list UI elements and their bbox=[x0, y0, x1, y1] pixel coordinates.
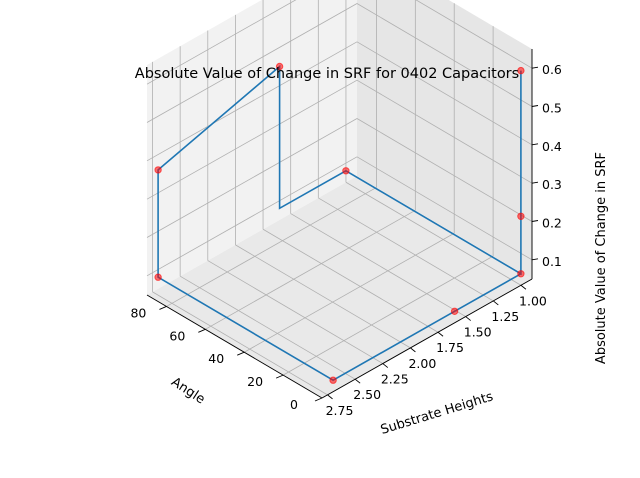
tick-mark-angle bbox=[314, 397, 323, 402]
tick-label-value: 0.6 bbox=[542, 62, 562, 77]
tick-label-height: 1.00 bbox=[519, 293, 547, 308]
tick-mark-height bbox=[465, 316, 471, 321]
grid-line-height bbox=[262, 228, 439, 333]
data-point bbox=[517, 270, 525, 278]
tick-label-height: 2.25 bbox=[381, 372, 409, 387]
grid-line-value bbox=[356, 118, 533, 222]
grid-line-height bbox=[290, 213, 466, 317]
grid-line-value bbox=[356, 79, 533, 184]
axis-label-angle: Angle bbox=[168, 375, 207, 408]
chart-axes bbox=[146, 49, 539, 402]
axis-angle bbox=[146, 294, 323, 399]
data-point bbox=[450, 307, 459, 315]
tick-mark-angle bbox=[237, 351, 245, 356]
grid-line-angle bbox=[244, 232, 455, 353]
grid-line-height bbox=[207, 260, 383, 364]
tick-label-value: 0.4 bbox=[542, 139, 562, 154]
grid-line-height bbox=[318, 197, 494, 302]
data-point bbox=[275, 62, 284, 71]
tick-label-value: 0.2 bbox=[542, 216, 562, 231]
grid-line-value bbox=[146, 156, 358, 277]
axis-height bbox=[321, 278, 533, 399]
chart-panes bbox=[147, 0, 532, 398]
tick-mark-height bbox=[493, 300, 499, 306]
tick-mark-angle bbox=[159, 306, 167, 310]
tick-mark-value bbox=[531, 181, 539, 184]
tick-label-height: 2.50 bbox=[353, 387, 381, 402]
chart-title: Absolute Value of Change in SRF for 0402… bbox=[135, 66, 519, 82]
tick-label-value: 0.1 bbox=[542, 254, 562, 269]
tick-label-height: 2.75 bbox=[326, 403, 354, 418]
grid-line-height bbox=[152, 291, 328, 396]
tick-mark-value bbox=[531, 220, 539, 222]
tick-label-height: 1.50 bbox=[464, 325, 492, 340]
tick-mark-angle bbox=[198, 328, 206, 333]
tick-label-value: 0.5 bbox=[542, 101, 562, 116]
tick-label-angle: 80 bbox=[130, 305, 146, 320]
series-points bbox=[154, 62, 525, 384]
tick-mark-height bbox=[437, 331, 444, 337]
tick-mark-value bbox=[531, 258, 539, 261]
grid-line-height bbox=[345, 181, 522, 286]
grid-line-value bbox=[146, 0, 297, 85]
grid-line-value bbox=[356, 41, 533, 146]
grid-line-value bbox=[146, 118, 358, 238]
tick-label-height: 1.25 bbox=[491, 309, 519, 324]
pane-back-height bbox=[357, 0, 532, 279]
tick-mark-height bbox=[354, 378, 361, 384]
axis-label-height: Substrate Heights bbox=[379, 389, 495, 438]
tick-mark-height bbox=[410, 347, 416, 353]
grid-line-value bbox=[146, 3, 358, 123]
grid-line-value bbox=[146, 41, 358, 162]
grid-line-angle bbox=[205, 209, 416, 330]
tick-mark-value bbox=[531, 66, 539, 69]
data-point bbox=[342, 167, 350, 175]
data-point bbox=[154, 166, 162, 174]
grid-line-height bbox=[179, 275, 356, 380]
pane-back-angle bbox=[147, 0, 357, 295]
grid-line-angle bbox=[166, 187, 377, 307]
grid-line-value bbox=[356, 156, 533, 261]
data-point bbox=[517, 66, 525, 75]
tick-label-angle: 20 bbox=[247, 374, 263, 389]
tick-mark-height bbox=[520, 284, 527, 290]
tick-label-angle: 60 bbox=[169, 328, 185, 343]
grid-line-value bbox=[146, 79, 358, 200]
tick-mark-value bbox=[531, 105, 539, 107]
axis-label-value: Absolute Value of Change in SRF bbox=[594, 152, 609, 364]
data-point bbox=[154, 273, 162, 281]
data-point bbox=[329, 376, 337, 384]
tick-label-value: 0.3 bbox=[542, 177, 562, 192]
grid-line-value bbox=[415, 0, 533, 69]
tick-label-height: 2.00 bbox=[408, 356, 436, 371]
tick-mark-angle bbox=[275, 374, 284, 379]
tick-label-angle: 40 bbox=[208, 351, 224, 366]
grid-line-angle bbox=[282, 255, 494, 376]
tick-mark-height bbox=[327, 394, 333, 400]
data-point bbox=[517, 212, 525, 221]
tick-mark-value bbox=[531, 143, 539, 146]
tick-mark-height bbox=[382, 363, 389, 368]
tick-label-angle: 0 bbox=[290, 397, 298, 412]
grid-line-height bbox=[235, 244, 411, 349]
grid-line-value bbox=[356, 3, 533, 107]
tick-label-height: 1.75 bbox=[436, 340, 464, 355]
pane-floor bbox=[147, 176, 532, 398]
